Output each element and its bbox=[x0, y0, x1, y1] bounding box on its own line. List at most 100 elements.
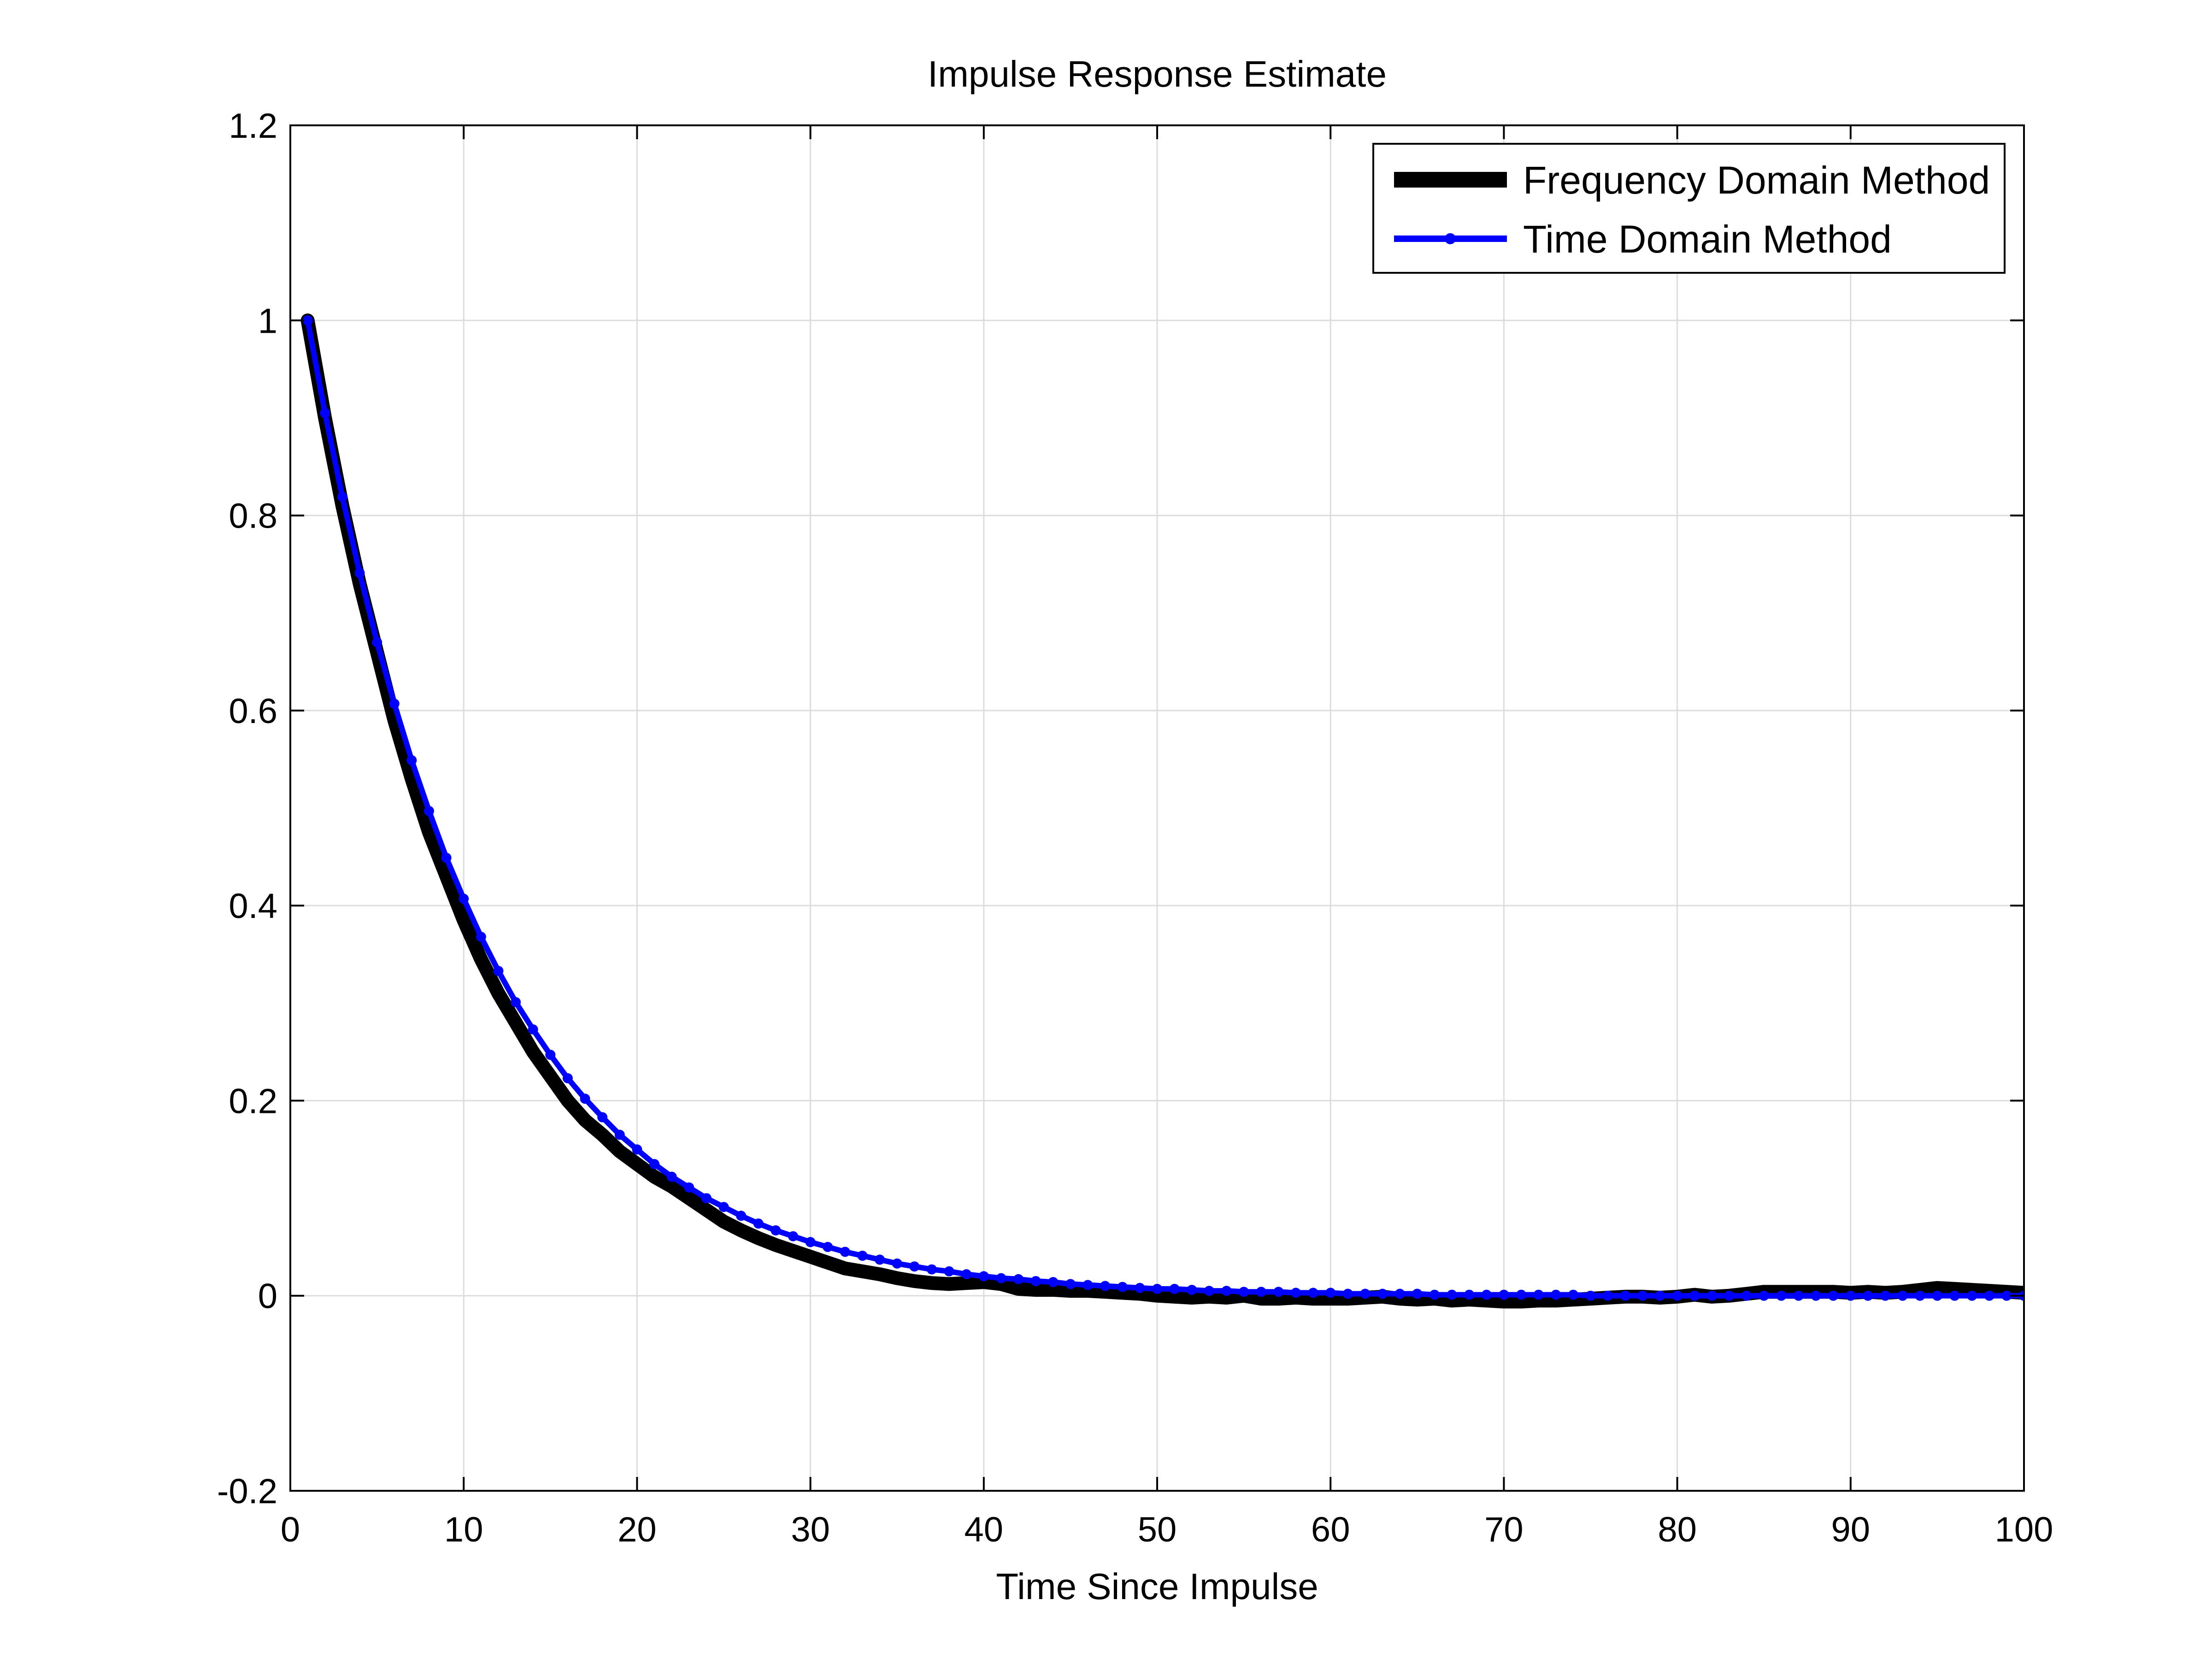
time-domain-point bbox=[788, 1231, 798, 1241]
time-domain-point bbox=[1863, 1290, 1873, 1301]
time-domain-point bbox=[302, 315, 313, 326]
time-domain-point bbox=[1585, 1290, 1596, 1301]
chart-title: Impulse Response Estimate bbox=[928, 53, 1387, 94]
time-domain-point bbox=[1360, 1288, 1371, 1299]
x-tick-label: 30 bbox=[791, 1510, 830, 1549]
time-domain-point bbox=[1100, 1281, 1111, 1291]
time-domain-point bbox=[1568, 1289, 1578, 1300]
time-domain-point bbox=[1654, 1290, 1665, 1301]
time-domain-point bbox=[666, 1171, 677, 1182]
time-domain-point bbox=[1672, 1290, 1683, 1301]
time-domain-point bbox=[1290, 1288, 1301, 1298]
time-domain-point bbox=[1342, 1288, 1353, 1299]
time-domain-point bbox=[1776, 1290, 1787, 1301]
time-domain-point bbox=[996, 1273, 1006, 1283]
x-tick-label: 40 bbox=[965, 1510, 1004, 1549]
time-domain-point bbox=[823, 1241, 833, 1252]
time-domain-point bbox=[1273, 1287, 1284, 1297]
time-domain-point bbox=[1204, 1286, 1214, 1296]
time-domain-point bbox=[961, 1269, 972, 1280]
y-tick-label: 0.8 bbox=[229, 497, 277, 536]
y-tick-labels: -0.2 0 0.2 0.4 0.6 0.8 1 1.2 bbox=[217, 106, 277, 1511]
time-domain-point bbox=[1082, 1280, 1093, 1290]
time-domain-point bbox=[1828, 1290, 1839, 1301]
time-domain-point bbox=[1551, 1289, 1561, 1300]
time-domain-point bbox=[857, 1250, 868, 1261]
time-domain-point bbox=[528, 1024, 538, 1035]
time-domain-point bbox=[1377, 1288, 1388, 1299]
time-domain-point bbox=[614, 1130, 625, 1140]
time-domain-point bbox=[441, 853, 452, 863]
y-tick-label: 1 bbox=[258, 301, 277, 341]
time-domain-point bbox=[753, 1218, 764, 1229]
time-domain-point bbox=[320, 408, 330, 418]
time-domain-point bbox=[1741, 1290, 1752, 1301]
time-domain-point bbox=[1187, 1285, 1197, 1295]
time-domain-point bbox=[1932, 1290, 1942, 1301]
time-domain-point bbox=[1706, 1290, 1717, 1301]
y-tick-label: 0.2 bbox=[229, 1082, 277, 1121]
time-domain-point bbox=[1065, 1279, 1076, 1289]
time-domain-point bbox=[1603, 1290, 1613, 1301]
legend-label: Time Domain Method bbox=[1523, 218, 1892, 261]
y-tick-label: 1.2 bbox=[229, 106, 277, 146]
y-tick-label: 0.4 bbox=[229, 887, 277, 926]
series-line-time-domain bbox=[305, 318, 2024, 1299]
time-domain-point bbox=[389, 699, 400, 709]
time-domain-point bbox=[1759, 1290, 1769, 1301]
x-axis-title: Time Since Impulse bbox=[996, 1566, 1318, 1607]
time-domain-point bbox=[2001, 1290, 2012, 1301]
time-domain-point bbox=[892, 1258, 902, 1269]
legend-marker-time-domain bbox=[1445, 233, 1456, 244]
y-tick-label: -0.2 bbox=[217, 1472, 277, 1511]
time-domain-point bbox=[701, 1193, 712, 1204]
time-domain-point bbox=[1897, 1290, 1908, 1301]
time-domain-point bbox=[1048, 1277, 1059, 1288]
time-domain-point bbox=[1793, 1290, 1804, 1301]
x-tick-label: 50 bbox=[1138, 1510, 1177, 1549]
x-tick-labels: 0 10 20 30 40 50 60 70 80 90 100 bbox=[281, 1510, 2053, 1549]
time-domain-point bbox=[1967, 1290, 1977, 1301]
x-tick-label: 80 bbox=[1658, 1510, 1697, 1549]
time-domain-point bbox=[1394, 1288, 1405, 1299]
time-domain-point bbox=[372, 637, 382, 647]
time-domain-point bbox=[909, 1261, 920, 1272]
time-domain-point bbox=[1949, 1290, 1960, 1301]
time-domain-point bbox=[597, 1112, 608, 1123]
time-domain-point bbox=[476, 931, 486, 942]
time-domain-point bbox=[511, 997, 521, 1007]
time-domain-point bbox=[1499, 1289, 1509, 1300]
time-domain-point bbox=[1689, 1290, 1700, 1301]
time-domain-point bbox=[1464, 1289, 1475, 1300]
time-domain-point bbox=[1429, 1289, 1440, 1300]
time-domain-point bbox=[1724, 1290, 1735, 1301]
x-tick-label: 90 bbox=[1831, 1510, 1871, 1549]
time-domain-point bbox=[1325, 1288, 1336, 1298]
time-domain-point bbox=[1256, 1287, 1266, 1297]
y-tick-label: 0.6 bbox=[229, 692, 277, 731]
time-domain-point bbox=[1239, 1287, 1249, 1297]
time-domain-point bbox=[1915, 1290, 1925, 1301]
time-domain-point bbox=[354, 568, 365, 578]
time-domain-point bbox=[1516, 1289, 1527, 1300]
axis-ticks bbox=[289, 124, 2025, 1492]
time-domain-point bbox=[1447, 1289, 1457, 1300]
time-domain-point bbox=[1845, 1290, 1856, 1301]
time-domain-point bbox=[1152, 1283, 1162, 1294]
time-domain-point bbox=[1135, 1282, 1145, 1293]
time-domain-point bbox=[1880, 1290, 1891, 1301]
x-tick-label: 70 bbox=[1484, 1510, 1524, 1549]
time-domain-point bbox=[736, 1211, 747, 1221]
time-domain-point bbox=[459, 894, 469, 904]
time-domain-point bbox=[406, 755, 417, 765]
time-domain-point bbox=[632, 1144, 642, 1155]
time-domain-point bbox=[875, 1254, 885, 1265]
time-domain-point bbox=[649, 1159, 660, 1169]
data-series bbox=[300, 313, 2024, 1309]
time-domain-point bbox=[944, 1266, 954, 1277]
time-domain-point bbox=[1308, 1288, 1318, 1298]
time-domain-point bbox=[926, 1264, 937, 1275]
time-domain-point bbox=[771, 1225, 781, 1235]
